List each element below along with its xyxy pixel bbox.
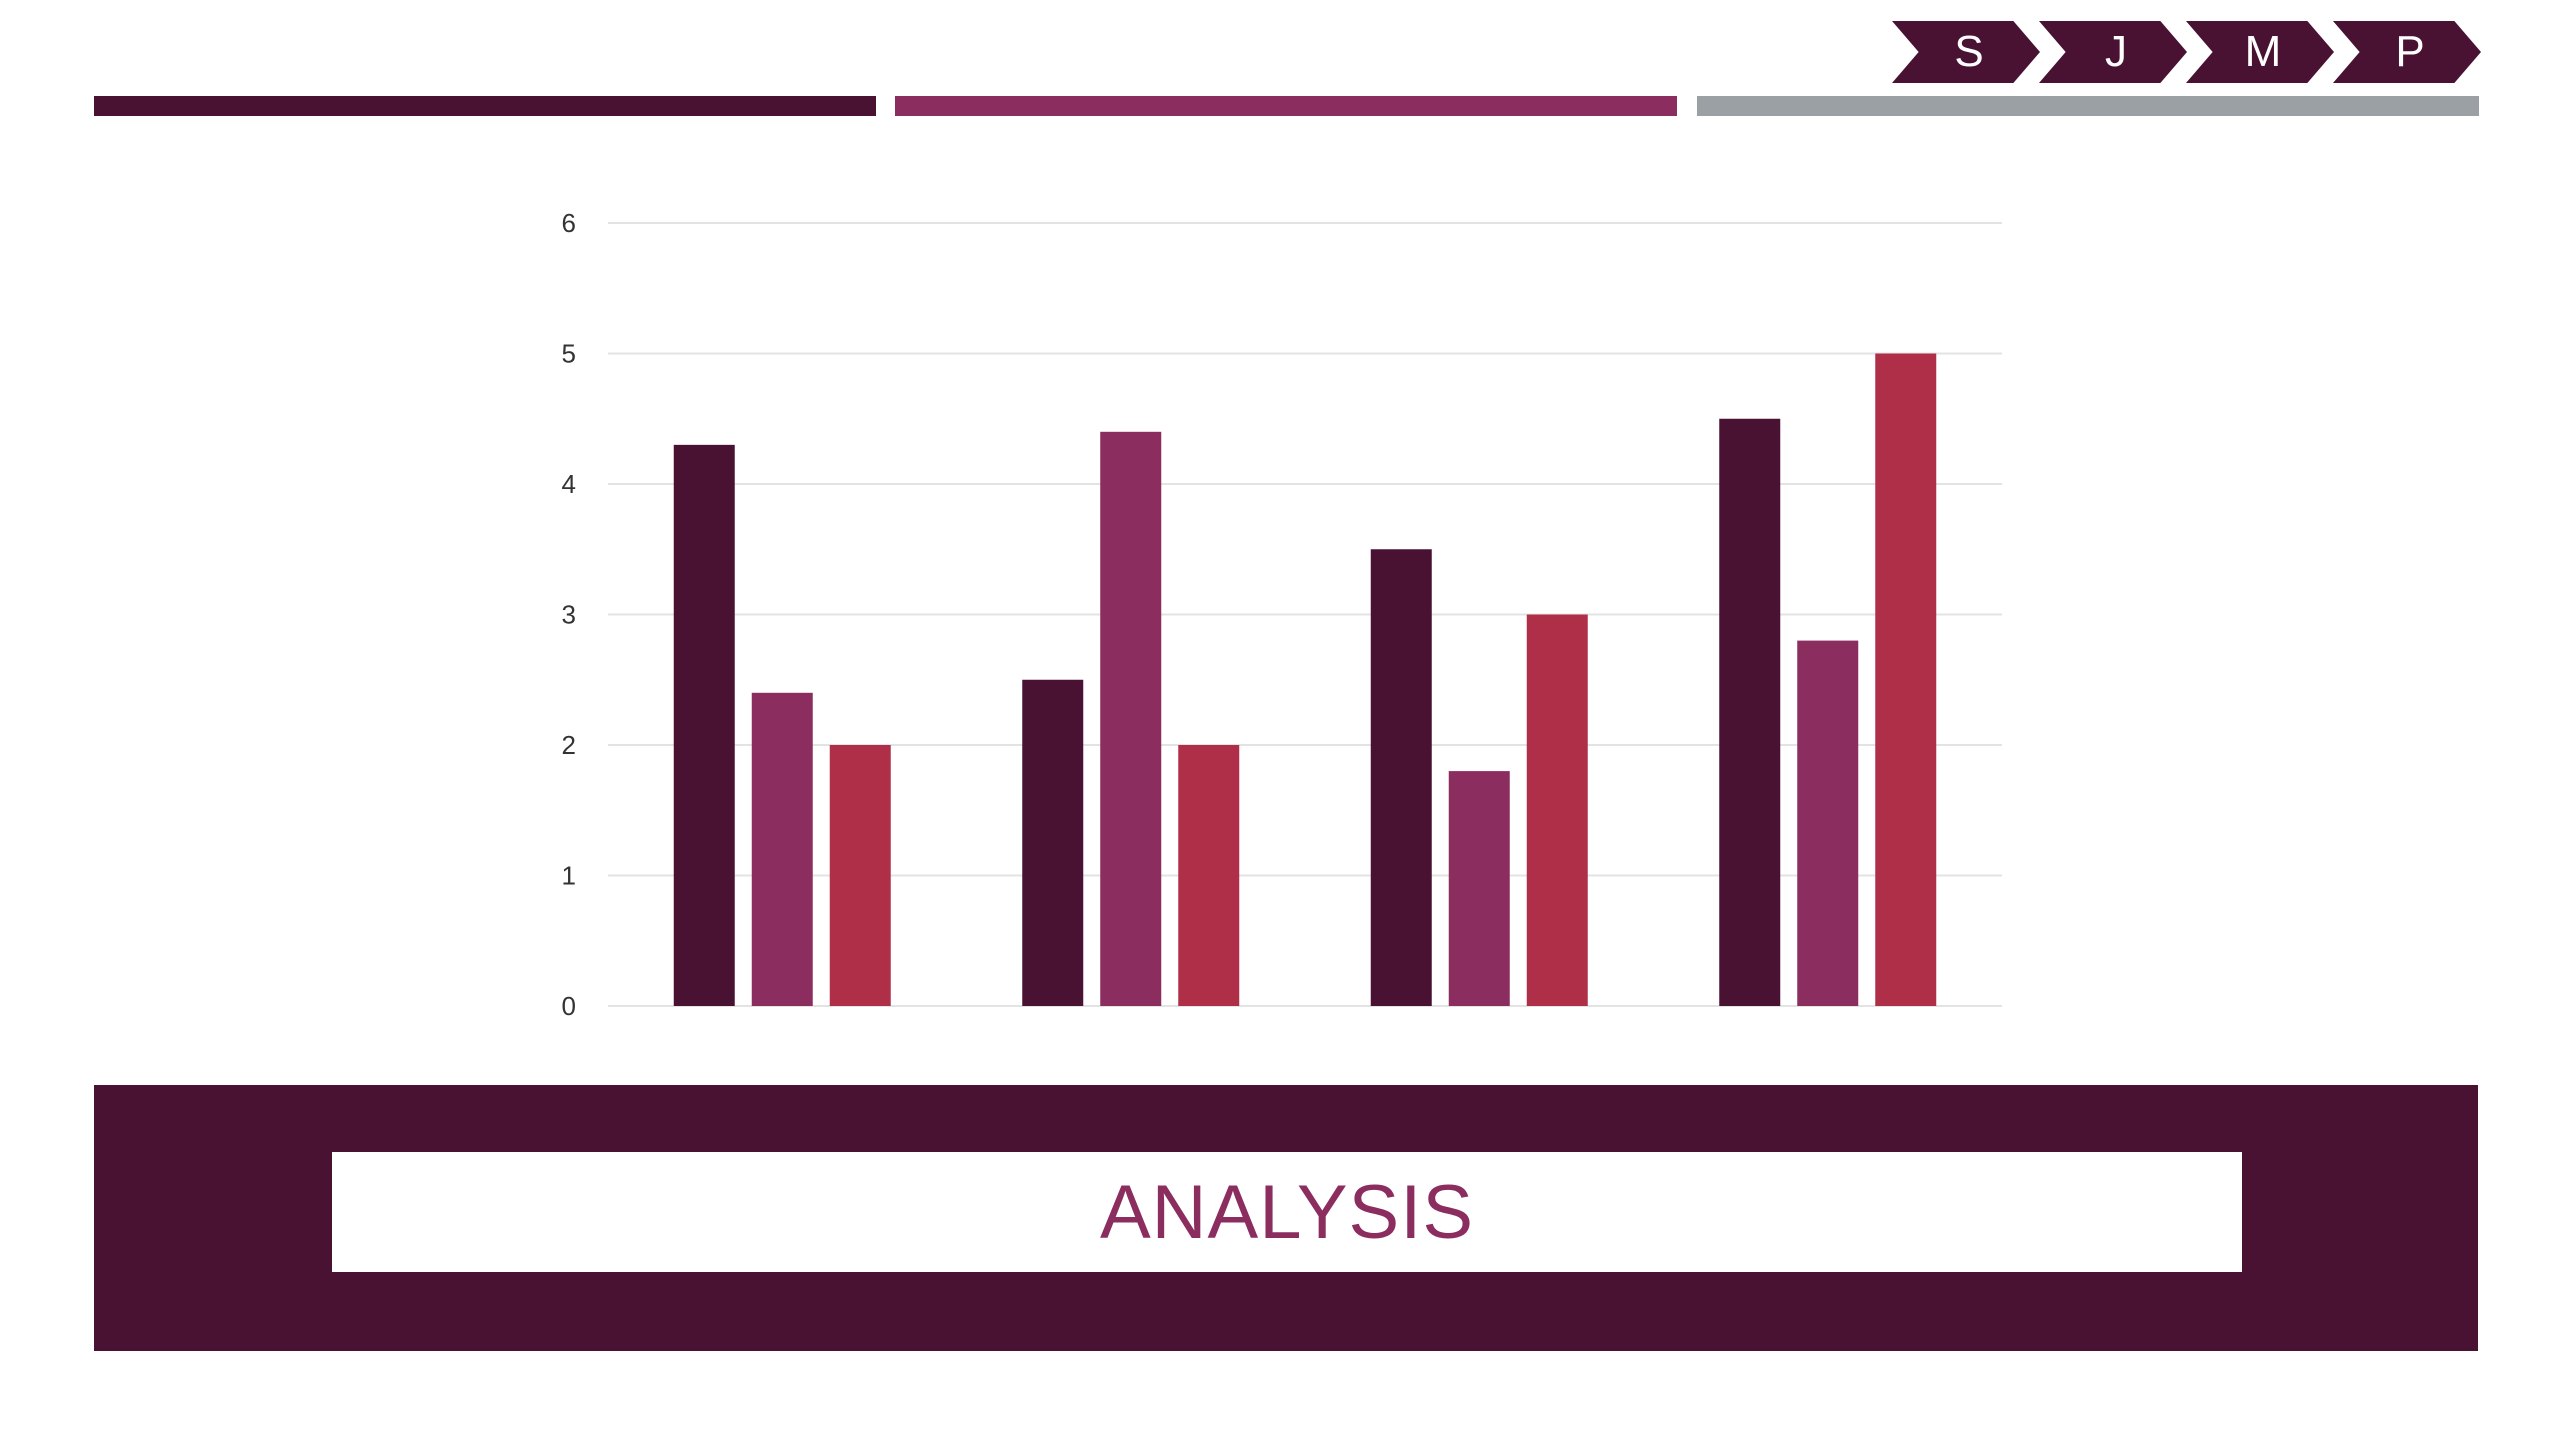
- y-tick-label: 6: [562, 208, 576, 238]
- bar-chart: 0 1 2 3 4 5 6: [562, 208, 2002, 1021]
- y-tick-label: 4: [562, 469, 576, 499]
- top-divider-dark: [94, 96, 876, 116]
- top-divider-gray: [1697, 96, 2479, 116]
- top-divider-plum: [895, 96, 1677, 116]
- y-tick-label: 5: [562, 339, 576, 369]
- title-banner: ANALYSIS: [94, 1085, 2478, 1351]
- step-navigation: S J M P: [1892, 21, 2488, 83]
- bar-series-3-cat-1: [829, 745, 891, 1006]
- bar-series-1-cat-2: [1022, 679, 1084, 1006]
- title-box: ANALYSIS: [332, 1152, 2242, 1272]
- bar-series-2-cat-2: [1100, 431, 1162, 1006]
- step-label: P: [2395, 27, 2425, 76]
- step-label: S: [1954, 27, 1984, 76]
- bar-series-1-cat-4: [1719, 418, 1781, 1006]
- bar-series-1-cat-3: [1370, 549, 1432, 1006]
- step-chevron-p[interactable]: P: [2333, 21, 2481, 83]
- bar-series-3-cat-4: [1875, 353, 1937, 1006]
- bar-series-1-cat-1: [673, 444, 735, 1007]
- bar-series-3-cat-3: [1526, 614, 1588, 1006]
- bar-series-2-cat-3: [1448, 771, 1510, 1006]
- y-tick-label: 3: [562, 600, 576, 630]
- bar-series-2-cat-4: [1797, 640, 1859, 1006]
- y-tick-label: 1: [562, 861, 576, 891]
- y-tick-label: 0: [562, 991, 576, 1021]
- bar-series-3-cat-2: [1178, 745, 1240, 1006]
- step-label: J: [2105, 27, 2127, 76]
- step-label: M: [2244, 27, 2282, 76]
- y-tick-label: 2: [562, 730, 576, 760]
- slide-title: ANALYSIS: [1099, 1169, 1475, 1255]
- bar-series-2-cat-1: [751, 692, 813, 1006]
